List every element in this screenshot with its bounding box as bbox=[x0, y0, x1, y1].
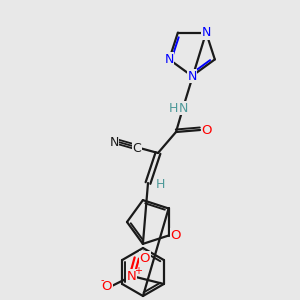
Text: O: O bbox=[140, 251, 150, 265]
Text: N: N bbox=[164, 53, 174, 66]
Text: N: N bbox=[201, 26, 211, 39]
Text: O: O bbox=[202, 124, 212, 136]
Text: N: N bbox=[178, 101, 188, 115]
Text: O: O bbox=[101, 280, 112, 292]
Text: N: N bbox=[109, 136, 119, 148]
Text: +: + bbox=[134, 266, 142, 276]
Text: H: H bbox=[155, 178, 165, 191]
Text: -: - bbox=[100, 275, 103, 285]
Text: C: C bbox=[133, 142, 141, 154]
Text: H: H bbox=[168, 101, 178, 115]
Text: O: O bbox=[170, 229, 181, 242]
Text: N: N bbox=[187, 70, 197, 83]
Text: N: N bbox=[127, 269, 137, 283]
